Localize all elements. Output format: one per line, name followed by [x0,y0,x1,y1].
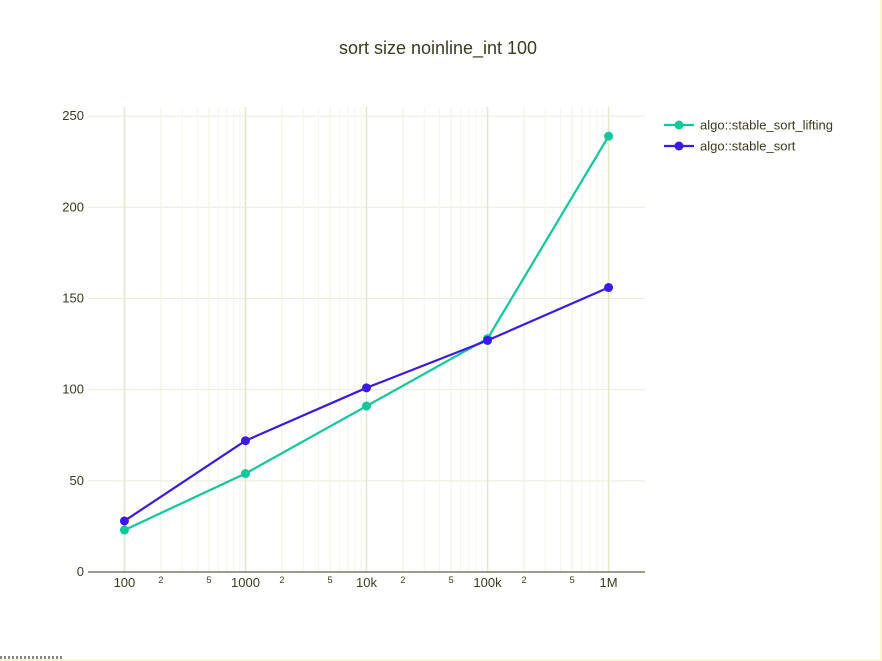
legend[interactable]: algo::stable_sort_liftingalgo::stable_so… [664,118,833,154]
legend-label: algo::stable_sort_lifting [700,118,833,133]
y-tick-label: 150 [62,290,84,305]
x-minor-tick-label: 2 [521,575,526,585]
y-tick-label: 200 [62,199,84,214]
x-minor-tick-label: 5 [449,575,454,585]
legend-item[interactable]: algo::stable_sort_lifting [664,118,833,133]
axes: 0 50 100 150 200 250 100 1000 10k 100k 1M 2 5 2 5 2 5 2 5 [62,108,645,590]
x-tick-label: 1000 [231,575,260,590]
data-point [240,469,250,479]
x-minor-tick-label: 5 [207,575,212,585]
x-minor-tick-label: 5 [328,575,333,585]
x-minor-tick-label: 2 [158,575,163,585]
x-tick-label: 100 [114,575,136,590]
x-tick-label: 100k [473,575,502,590]
legend-item[interactable]: algo::stable_sort [664,139,796,154]
legend-label: algo::stable_sort [700,139,796,154]
y-tick-label: 100 [62,382,84,397]
data-point [362,401,371,411]
data-point [604,283,614,293]
data-point [604,131,614,141]
chart-title: sort size noinline_int 100 [339,38,537,59]
data-point [119,516,129,526]
data-point [119,525,129,535]
data-point [240,436,250,446]
x-tick-label: 1M [600,575,618,590]
series-layer [119,131,614,535]
data-point [362,383,371,393]
series-1 [119,283,614,526]
x-tick-label: 10k [356,575,377,590]
x-minor-tick-label: 2 [279,575,284,585]
y-tick-label: 50 [70,473,84,488]
grid [88,107,645,572]
legend-swatch-marker [674,141,684,151]
y-tick-label: 250 [62,108,84,123]
x-minor-tick-label: 2 [400,575,405,585]
x-minor-tick-label: 5 [570,575,575,585]
corner-mark [0,656,62,659]
y-tick-label: 0 [77,564,84,579]
legend-swatch-marker [674,120,684,130]
data-point [483,335,493,345]
